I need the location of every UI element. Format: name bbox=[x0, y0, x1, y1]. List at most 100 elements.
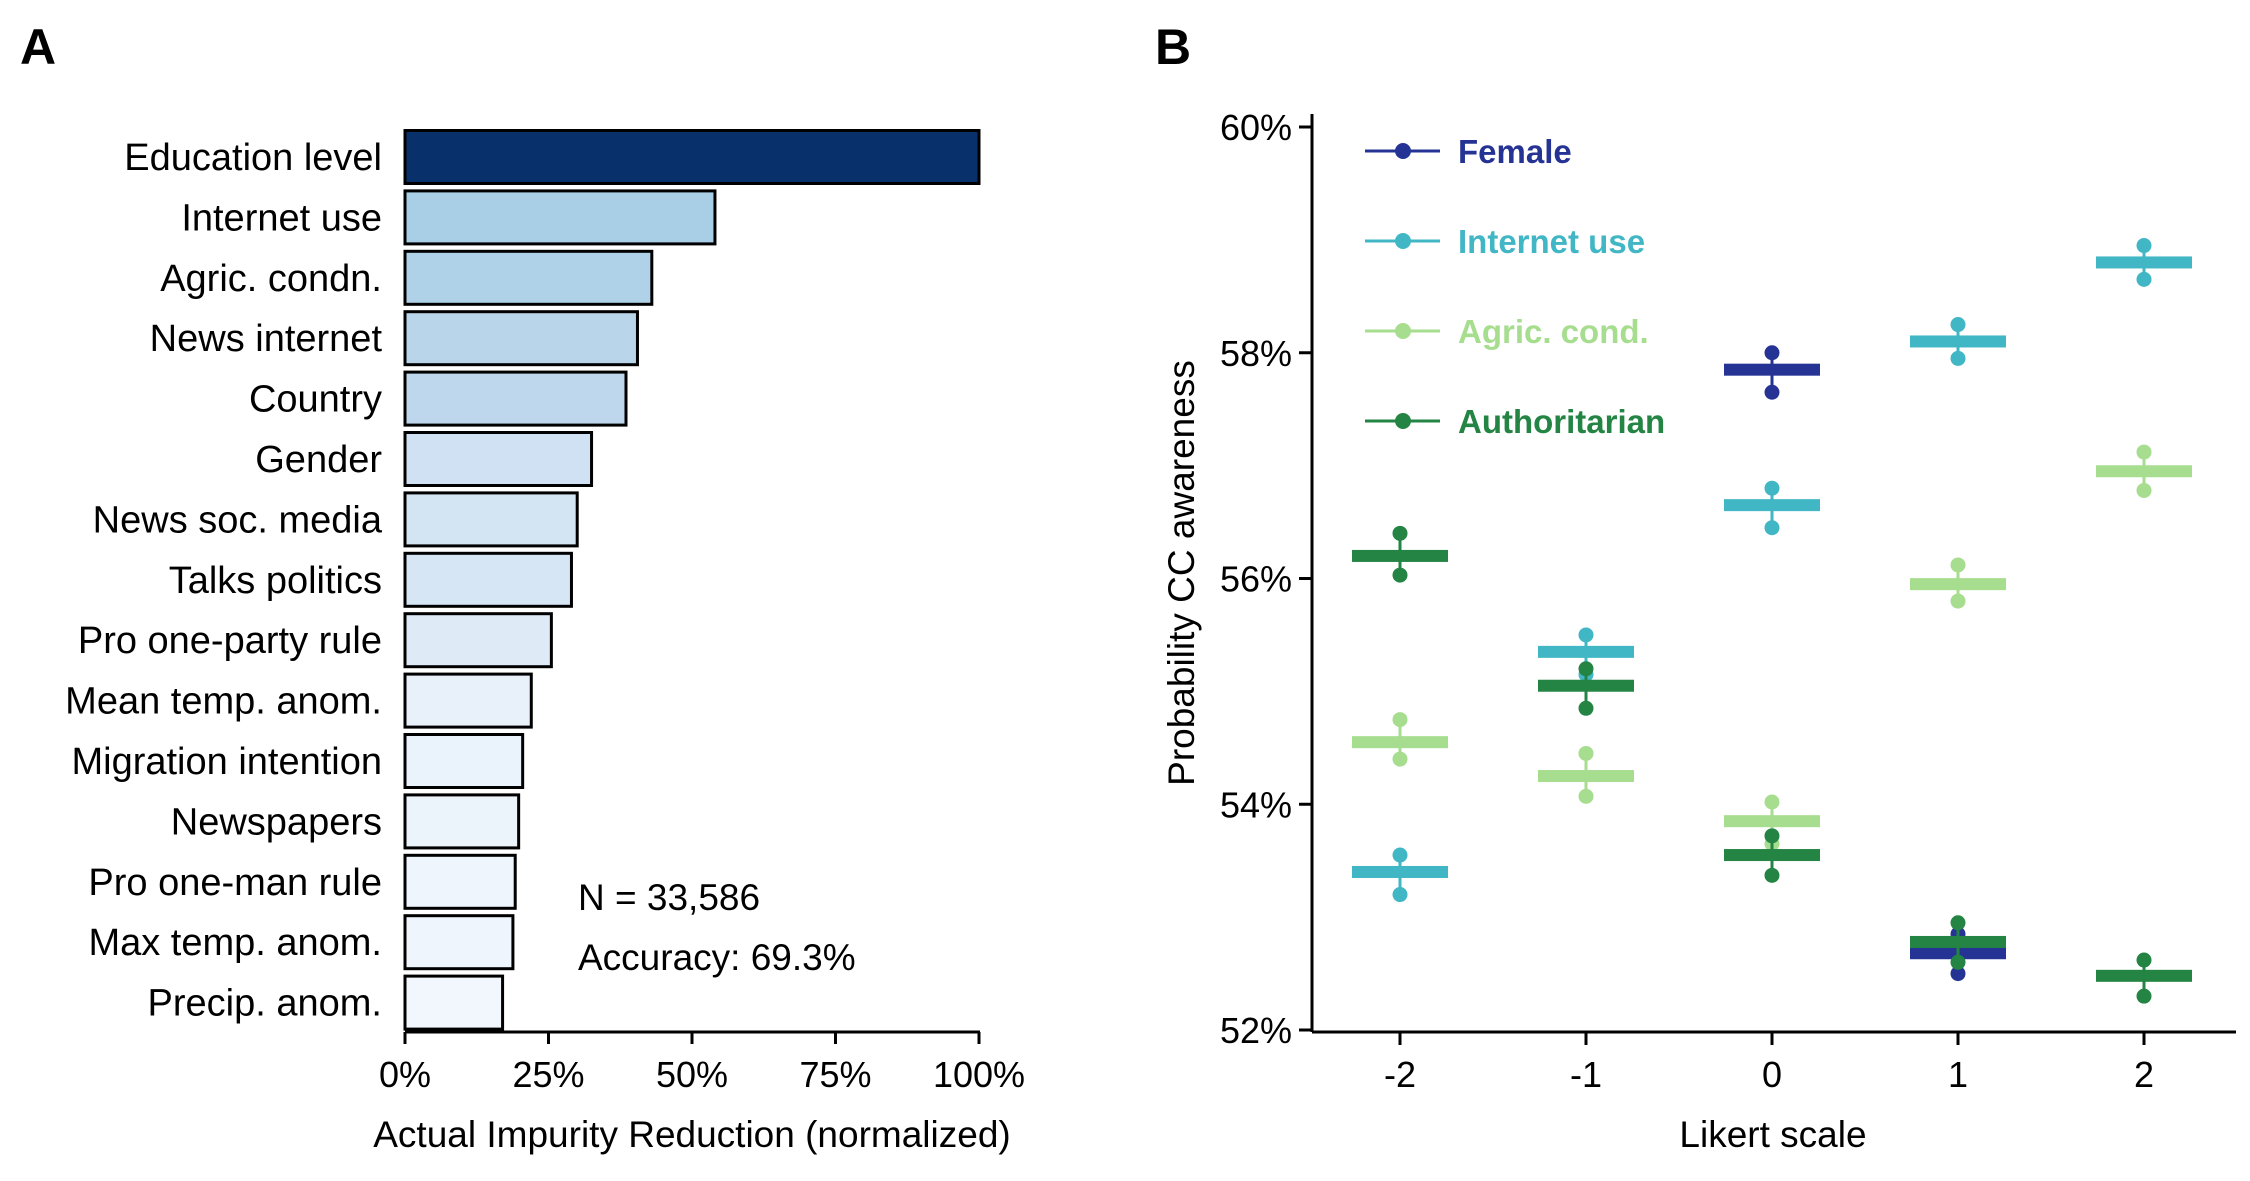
x-tick-label-4: 2 bbox=[2134, 1054, 2154, 1095]
legend-item-female: Female bbox=[1365, 133, 1572, 170]
panel-a-annotation-n: N = 33,586 bbox=[578, 877, 760, 918]
panel-b-point-chart: 52% 54% 56% 58% 60% -2 -1 0 1 2 Female Internet u… bbox=[1161, 107, 2236, 1155]
series-authoritarian bbox=[1352, 525, 2192, 1004]
legend-marker-authoritarian bbox=[1395, 413, 1411, 429]
panel-a-label: A bbox=[20, 19, 56, 75]
point-internet-use-upper-2 bbox=[1764, 480, 1780, 496]
crossbar-internet-use-0 bbox=[1352, 865, 1448, 878]
legend-item-agric-cond: Agric. cond. bbox=[1365, 313, 1649, 350]
legend-marker-internet-use bbox=[1395, 233, 1411, 249]
bar-newspapers bbox=[403, 793, 521, 850]
point-authoritarian-upper-1 bbox=[1578, 661, 1594, 677]
point-agric-cond-upper-4 bbox=[2136, 444, 2152, 460]
x-tick-label-25: 25% bbox=[512, 1054, 584, 1095]
y-tick-label-52: 52% bbox=[1220, 1010, 1292, 1051]
legend-item-internet-use: Internet use bbox=[1365, 223, 1645, 260]
crossbar-internet-use-3 bbox=[1910, 335, 2006, 348]
x-tick-label-2: 0 bbox=[1762, 1054, 1782, 1095]
crossbar-agric-cond-0 bbox=[1352, 736, 1448, 749]
panel-a-x-axis-title: Actual Impurity Reduction (normalized) bbox=[373, 1114, 1010, 1155]
category-label-mean-temp-anom: Mean temp. anom. bbox=[65, 681, 382, 723]
category-label-pro-one-party-rule: Pro one-party rule bbox=[78, 620, 382, 662]
panel-a-bars bbox=[403, 129, 981, 1031]
panel-b-x-ticks: -2 -1 0 1 2 bbox=[1384, 1032, 2154, 1095]
panel-a-category-labels: Education level Internet use Agric. condn.… bbox=[65, 137, 383, 1025]
category-label-max-temp-anom: Max temp. anom. bbox=[88, 922, 382, 964]
category-label-newspapers: Newspapers bbox=[171, 801, 382, 843]
crossbar-agric-cond-4 bbox=[2096, 465, 2192, 478]
point-internet-use-upper-0 bbox=[1392, 847, 1408, 863]
crossbar-authoritarian-1 bbox=[1538, 679, 1634, 692]
panel-b-y-axis-title: Probability CC awareness bbox=[1161, 360, 1202, 786]
category-label-talks-politics: Talks politics bbox=[169, 560, 382, 602]
crossbar-internet-use-2 bbox=[1724, 499, 1820, 512]
point-female-lower-1 bbox=[1950, 966, 1966, 982]
point-authoritarian-lower-0 bbox=[1392, 567, 1408, 583]
series-female bbox=[1724, 345, 2006, 982]
point-agric-cond-upper-3 bbox=[1950, 557, 1966, 573]
crossbar-female-0 bbox=[1724, 363, 1820, 376]
category-label-news-internet: News internet bbox=[150, 318, 383, 360]
bar-agric-condn bbox=[403, 249, 654, 306]
panel-a-bar-chart: Education level Internet use Agric. condn.… bbox=[65, 129, 1025, 1155]
legend-label-authoritarian: Authoritarian bbox=[1458, 403, 1665, 440]
panel-b-legend: Female Internet use Agric. cond. Authoritar… bbox=[1365, 133, 1665, 440]
category-label-migration-intention: Migration intention bbox=[71, 741, 382, 783]
category-label-pro-one-man-rule: Pro one-man rule bbox=[88, 862, 382, 904]
panel-b-label: B bbox=[1155, 19, 1191, 75]
bar-pro-one-man-rule bbox=[403, 853, 517, 910]
bar-gender bbox=[403, 431, 594, 487]
bar-mean-temp-anom bbox=[403, 672, 533, 729]
panel-a-x-ticks: 0% 25% 50% 75% 100% bbox=[379, 1032, 1025, 1095]
point-internet-use-upper-3 bbox=[1950, 317, 1966, 333]
point-internet-use-lower-0 bbox=[1392, 887, 1408, 903]
point-authoritarian-upper-3 bbox=[1950, 915, 1966, 931]
point-agric-cond-lower-1 bbox=[1578, 788, 1594, 804]
crossbar-authoritarian-3 bbox=[1910, 935, 2006, 948]
crossbar-authoritarian-0 bbox=[1352, 549, 1448, 562]
crossbar-authoritarian-2 bbox=[1724, 849, 1820, 862]
point-authoritarian-lower-3 bbox=[1950, 954, 1966, 970]
crossbar-internet-use-4 bbox=[2096, 256, 2192, 269]
x-tick-label-0: 0% bbox=[379, 1054, 431, 1095]
legend-label-agric-cond: Agric. cond. bbox=[1458, 313, 1649, 350]
y-tick-label-58: 58% bbox=[1220, 333, 1292, 374]
point-agric-cond-upper-1 bbox=[1578, 745, 1594, 761]
crossbar-internet-use-1 bbox=[1538, 645, 1634, 658]
y-tick-label-60: 60% bbox=[1220, 107, 1292, 148]
point-internet-use-lower-4 bbox=[2136, 271, 2152, 287]
category-label-precip-anom: Precip. anom. bbox=[148, 983, 382, 1025]
x-tick-label-1: -1 bbox=[1570, 1054, 1602, 1095]
bar-internet-use bbox=[403, 189, 717, 246]
x-tick-label-75: 75% bbox=[799, 1054, 871, 1095]
x-tick-label-3: 1 bbox=[1948, 1054, 1968, 1095]
point-female-lower-0 bbox=[1764, 384, 1780, 400]
bar-precip-anom bbox=[403, 974, 505, 1031]
point-internet-use-upper-4 bbox=[2136, 238, 2152, 254]
bar-news-internet bbox=[403, 310, 639, 367]
panel-b-y-ticks: 52% 54% 56% 58% 60% bbox=[1220, 107, 1312, 1051]
legend-item-authoritarian: Authoritarian bbox=[1365, 403, 1665, 440]
bar-country bbox=[403, 370, 628, 427]
point-authoritarian-upper-0 bbox=[1392, 525, 1408, 541]
point-internet-use-lower-3 bbox=[1950, 350, 1966, 366]
panel-b-x-axis-title: Likert scale bbox=[1679, 1114, 1866, 1155]
point-authoritarian-lower-1 bbox=[1578, 700, 1594, 716]
bar-pro-one-party-rule bbox=[403, 612, 553, 669]
category-label-country: Country bbox=[249, 379, 382, 421]
series-agric-cond bbox=[1352, 444, 2192, 852]
crossbar-agric-cond-2 bbox=[1724, 815, 1820, 828]
point-internet-use-upper-1 bbox=[1578, 627, 1594, 643]
y-tick-label-56: 56% bbox=[1220, 559, 1292, 600]
category-label-education-level: Education level bbox=[124, 137, 382, 179]
legend-label-internet-use: Internet use bbox=[1458, 223, 1645, 260]
legend-label-female: Female bbox=[1458, 133, 1572, 170]
x-tick-label-0: -2 bbox=[1384, 1054, 1416, 1095]
legend-marker-female bbox=[1395, 143, 1411, 159]
point-agric-cond-lower-0 bbox=[1392, 751, 1408, 767]
category-label-internet-use: Internet use bbox=[181, 197, 382, 239]
panel-a-annotation-accuracy: Accuracy: 69.3% bbox=[578, 937, 856, 978]
x-tick-label-50: 50% bbox=[656, 1054, 728, 1095]
point-authoritarian-lower-4 bbox=[2136, 988, 2152, 1004]
crossbar-authoritarian-4 bbox=[2096, 969, 2192, 982]
